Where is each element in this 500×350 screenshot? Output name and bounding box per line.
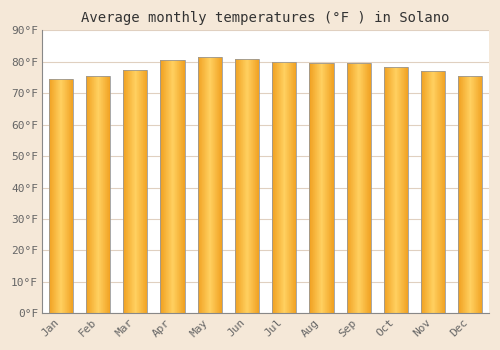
Bar <box>384 66 408 313</box>
Bar <box>272 62 296 313</box>
Bar <box>49 79 73 313</box>
Bar <box>235 59 259 313</box>
Bar <box>346 63 370 313</box>
Bar <box>86 76 110 313</box>
Title: Average monthly temperatures (°F ) in Solano: Average monthly temperatures (°F ) in So… <box>82 11 450 25</box>
Bar <box>160 60 184 313</box>
Bar <box>421 71 445 313</box>
Bar <box>123 70 148 313</box>
Bar <box>458 76 482 313</box>
Bar <box>198 57 222 313</box>
Bar <box>310 63 334 313</box>
